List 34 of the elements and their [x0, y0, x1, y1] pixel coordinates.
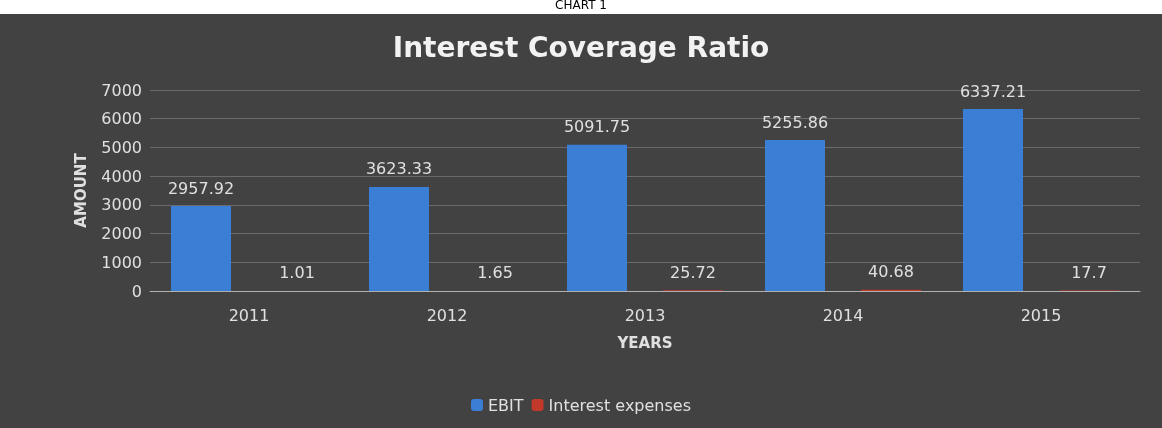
data-label: 25.72 [670, 262, 716, 282]
bar [963, 109, 1023, 291]
x-tick-label: 2012 [426, 305, 468, 325]
y-tick-label: 2000 [101, 224, 142, 244]
legend-label: Interest expenses [548, 395, 692, 415]
chart-title: Interest Coverage Ratio [392, 30, 770, 64]
data-label: 5255.86 [761, 112, 829, 132]
caption: CHART 1 [555, 0, 607, 12]
x-tick-label: 2013 [624, 305, 666, 325]
x-axis-title: YEARS [616, 333, 673, 352]
data-label: 5091.75 [563, 117, 631, 137]
y-tick-label: 3000 [101, 195, 142, 215]
x-tick-label: 2014 [822, 305, 864, 325]
x-tick-label: 2015 [1020, 305, 1062, 325]
data-label: 1.65 [477, 263, 513, 283]
y-tick-label: 4000 [101, 166, 142, 186]
data-label: 3623.33 [365, 159, 433, 179]
legend-label: EBIT [488, 395, 524, 415]
bar [765, 140, 825, 291]
bar [171, 206, 231, 291]
bar [369, 186, 429, 291]
x-tick-label: 2011 [228, 305, 270, 325]
y-tick-label: 7000 [101, 80, 142, 100]
data-label: 40.68 [868, 262, 914, 282]
y-axis-title: AMOUNT [71, 152, 90, 228]
y-tick-label: 0 [131, 281, 142, 301]
y-tick-label: 1000 [101, 252, 142, 272]
bar [567, 144, 627, 291]
y-tick-label: 5000 [101, 137, 142, 157]
data-label: 6337.21 [959, 81, 1027, 101]
data-label: 1.01 [279, 263, 315, 283]
data-label: 17.7 [1071, 262, 1107, 282]
data-label: 2957.92 [167, 178, 235, 198]
y-tick-label: 6000 [101, 109, 142, 129]
